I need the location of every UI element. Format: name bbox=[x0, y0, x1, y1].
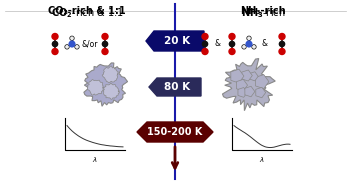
Polygon shape bbox=[237, 79, 247, 91]
Polygon shape bbox=[84, 63, 127, 106]
Polygon shape bbox=[231, 69, 244, 83]
Polygon shape bbox=[87, 80, 104, 95]
Polygon shape bbox=[256, 87, 266, 98]
Circle shape bbox=[279, 41, 285, 47]
Polygon shape bbox=[103, 83, 120, 99]
Text: &: & bbox=[262, 40, 268, 49]
Circle shape bbox=[229, 49, 235, 54]
Circle shape bbox=[69, 41, 75, 47]
Circle shape bbox=[246, 41, 252, 47]
Polygon shape bbox=[245, 86, 255, 97]
Polygon shape bbox=[250, 72, 258, 81]
Circle shape bbox=[70, 36, 74, 40]
Text: 20 K: 20 K bbox=[164, 36, 190, 46]
Circle shape bbox=[65, 45, 69, 49]
Polygon shape bbox=[102, 66, 118, 83]
Text: CO₂-rich & 1:1: CO₂-rich & 1:1 bbox=[48, 6, 126, 16]
Circle shape bbox=[202, 33, 208, 40]
Polygon shape bbox=[256, 75, 269, 89]
Text: &: & bbox=[215, 40, 221, 49]
Circle shape bbox=[252, 45, 256, 49]
Text: $\lambda$: $\lambda$ bbox=[259, 155, 265, 164]
Text: 80 K: 80 K bbox=[164, 82, 190, 92]
Text: $\mathbf{CO_2}$-rich & 1:1: $\mathbf{CO_2}$-rich & 1:1 bbox=[51, 6, 124, 20]
Circle shape bbox=[102, 33, 108, 40]
Circle shape bbox=[52, 33, 58, 40]
Circle shape bbox=[279, 33, 285, 40]
Circle shape bbox=[75, 45, 79, 49]
Circle shape bbox=[203, 41, 208, 47]
Circle shape bbox=[52, 49, 58, 54]
Polygon shape bbox=[242, 70, 252, 81]
Text: 150-200 K: 150-200 K bbox=[147, 127, 203, 137]
Polygon shape bbox=[137, 122, 213, 142]
Circle shape bbox=[247, 36, 251, 40]
Polygon shape bbox=[146, 31, 204, 51]
Polygon shape bbox=[149, 78, 201, 96]
Circle shape bbox=[202, 49, 208, 54]
Circle shape bbox=[102, 49, 108, 54]
Circle shape bbox=[229, 33, 235, 40]
Polygon shape bbox=[238, 88, 247, 97]
Text: $\mathbf{NH_3}$-rich: $\mathbf{NH_3}$-rich bbox=[241, 6, 285, 20]
Text: NH₃-rich: NH₃-rich bbox=[240, 6, 286, 16]
Polygon shape bbox=[223, 59, 275, 111]
Circle shape bbox=[279, 49, 285, 54]
Circle shape bbox=[52, 41, 58, 47]
Circle shape bbox=[102, 41, 108, 47]
Text: &/or: &/or bbox=[82, 40, 98, 49]
Circle shape bbox=[229, 41, 234, 47]
Circle shape bbox=[242, 45, 246, 49]
Text: $\lambda$: $\lambda$ bbox=[92, 155, 98, 164]
